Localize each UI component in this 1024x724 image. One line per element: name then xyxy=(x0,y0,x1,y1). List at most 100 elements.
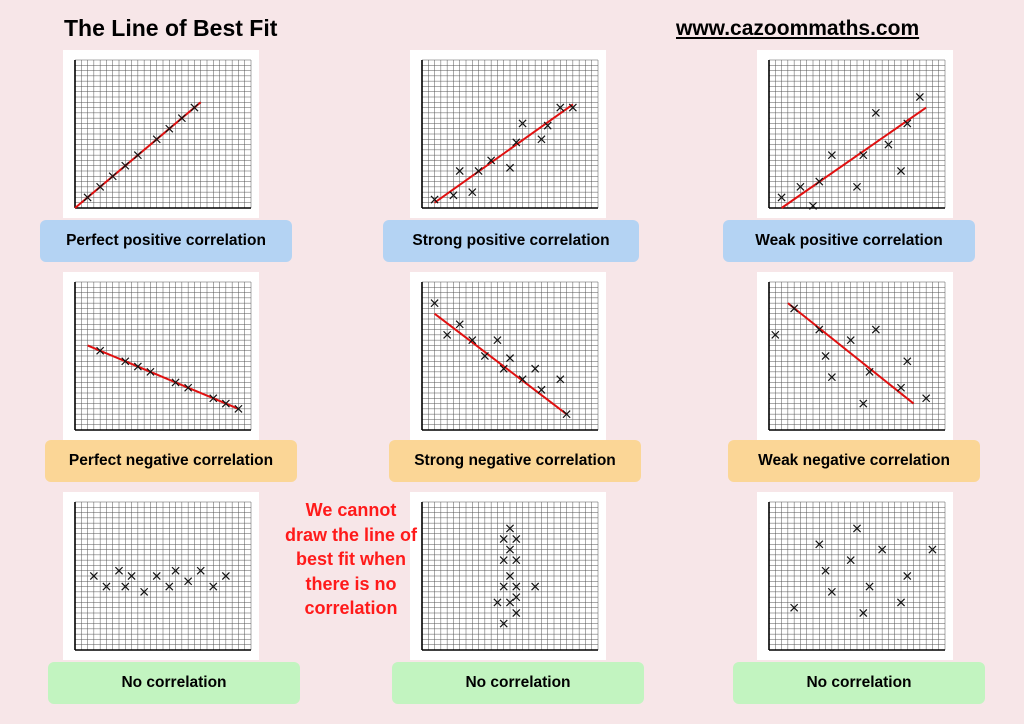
correlation-label: Perfect negative correlation xyxy=(45,440,297,482)
data-point xyxy=(815,177,824,186)
data-point xyxy=(487,156,496,165)
chart-svg xyxy=(421,59,599,209)
data-point xyxy=(903,357,912,366)
data-point xyxy=(468,188,477,197)
data-point xyxy=(221,399,230,408)
data-point xyxy=(430,195,439,204)
note-line: draw the line of xyxy=(284,524,417,545)
data-point xyxy=(512,593,521,602)
data-point xyxy=(455,166,464,176)
chart-grid xyxy=(768,59,946,209)
data-point xyxy=(196,566,205,575)
data-point xyxy=(846,556,855,565)
data-point xyxy=(177,114,186,123)
data-point xyxy=(537,135,546,144)
chart-grid xyxy=(768,501,946,651)
data-point xyxy=(846,336,855,345)
data-point xyxy=(815,325,824,334)
data-point xyxy=(114,566,124,575)
data-point xyxy=(518,119,527,128)
data-point xyxy=(152,135,161,144)
data-point xyxy=(777,193,786,202)
data-point xyxy=(96,182,105,191)
data-point xyxy=(922,394,931,403)
data-point xyxy=(505,545,515,554)
data-point xyxy=(852,182,862,191)
website-link[interactable]: www.cazoommaths.com xyxy=(676,17,920,40)
correlation-label: Perfect positive correlation xyxy=(40,220,292,262)
data-point xyxy=(499,534,508,544)
data-point xyxy=(108,172,117,181)
data-point xyxy=(884,140,893,149)
data-point xyxy=(790,304,799,313)
data-point xyxy=(184,383,193,392)
line-of-best-fit xyxy=(787,302,915,405)
data-point xyxy=(127,571,136,581)
chart-svg xyxy=(74,501,252,651)
page-title: The Line of Best Fit xyxy=(64,15,278,41)
data-point xyxy=(209,394,218,403)
data-point xyxy=(827,151,836,160)
data-point xyxy=(221,571,230,581)
data-point xyxy=(871,108,880,117)
data-point xyxy=(133,362,142,371)
data-point xyxy=(121,582,130,591)
chart-svg xyxy=(421,501,599,651)
data-point xyxy=(505,354,515,363)
data-point xyxy=(121,357,130,366)
data-point xyxy=(152,571,161,581)
data-point xyxy=(499,582,508,591)
chart-grid xyxy=(421,59,599,209)
scatter-chart xyxy=(410,50,606,218)
data-point xyxy=(146,367,155,376)
chart-svg xyxy=(768,501,946,651)
data-point xyxy=(455,320,464,329)
data-point xyxy=(878,545,887,554)
data-point xyxy=(165,582,174,591)
data-point xyxy=(493,598,502,607)
chart-grid xyxy=(768,281,946,431)
data-point xyxy=(815,540,824,549)
data-point xyxy=(474,166,483,176)
data-point xyxy=(184,577,193,586)
data-point xyxy=(821,566,830,575)
data-point xyxy=(102,582,111,591)
data-point xyxy=(915,92,924,102)
data-point xyxy=(468,336,477,345)
data-point xyxy=(771,330,780,339)
chart-svg xyxy=(421,281,599,431)
data-point xyxy=(83,193,92,202)
data-point xyxy=(556,375,565,384)
correlation-label: No correlation xyxy=(733,662,985,704)
line-of-best-fit xyxy=(433,312,568,415)
data-point xyxy=(209,582,218,591)
note-line: We cannot xyxy=(305,500,397,520)
data-point xyxy=(568,103,577,112)
scatter-chart xyxy=(63,272,259,440)
chart-svg xyxy=(74,281,252,431)
data-point xyxy=(808,201,818,210)
data-point xyxy=(512,138,521,147)
data-point xyxy=(896,166,906,176)
data-point xyxy=(531,582,540,591)
chart-svg xyxy=(74,59,252,209)
data-point xyxy=(505,598,515,607)
note-line: there is no xyxy=(305,573,397,594)
scatter-chart xyxy=(63,492,259,660)
data-point xyxy=(543,121,552,130)
data-point xyxy=(928,545,937,554)
data-point xyxy=(133,151,142,160)
data-point xyxy=(827,373,836,382)
correlation-label: No correlation xyxy=(392,662,644,704)
chart-grid xyxy=(74,281,252,431)
data-point xyxy=(865,367,874,376)
data-point xyxy=(896,598,906,607)
correlation-label: No correlation xyxy=(48,662,300,704)
scatter-chart xyxy=(410,492,606,660)
no-correlation-note: We cannot draw the line of best fit when… xyxy=(276,498,426,621)
data-point xyxy=(871,325,880,334)
data-point xyxy=(499,556,508,565)
data-point xyxy=(827,587,836,596)
data-point xyxy=(865,582,874,591)
correlation-label: Weak negative correlation xyxy=(728,440,980,482)
